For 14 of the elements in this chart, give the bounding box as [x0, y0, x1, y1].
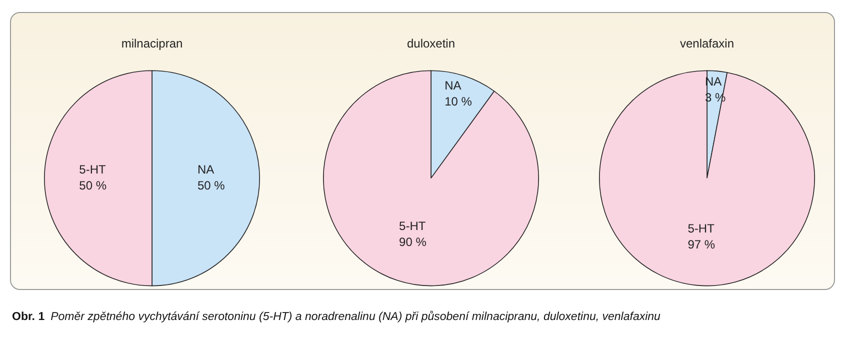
- slice-label: 5-HT: [688, 221, 716, 236]
- chart-title: venlafaxin: [680, 36, 734, 51]
- slice-label: 5-HT: [79, 162, 106, 177]
- slice-label: NA: [444, 78, 462, 93]
- chart-title: duloxetin: [406, 36, 456, 51]
- slice-label: NA: [198, 162, 214, 177]
- text: Obr. 1 Poměr zpětného vychytávání serotoninu (5-HT) a noradrenalinu (NA) při působení milnacipranu, duloxetinu, venlafaxinu: [12, 311, 660, 323]
- data-label: 50 %: [79, 178, 107, 193]
- data-label: 50 %: [198, 178, 226, 193]
- slice-label: 5-HT: [399, 218, 426, 233]
- data-label: 97 %: [688, 237, 716, 252]
- data-label: 10 %: [444, 94, 472, 109]
- chart-title: milnacipran: [121, 36, 183, 51]
- data-label: 90 %: [399, 234, 427, 249]
